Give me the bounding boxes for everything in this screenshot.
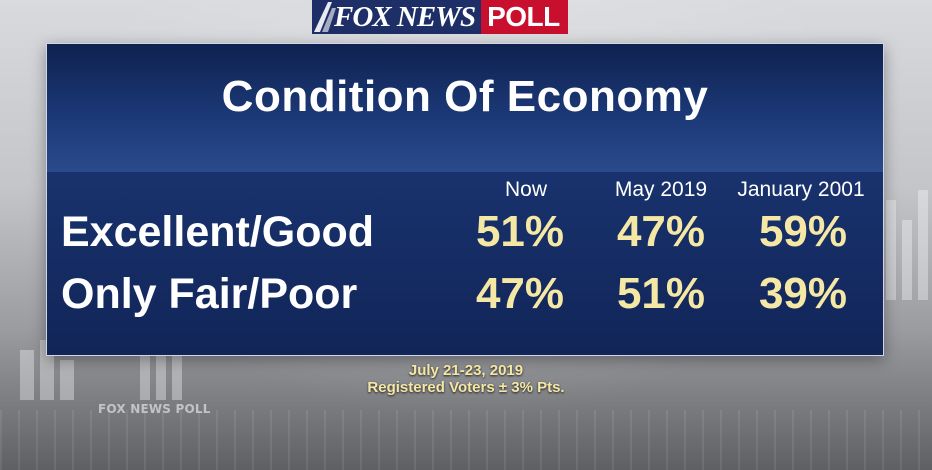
background-bars-right: [886, 190, 928, 300]
value-excellent-good-may-2019: 47%: [616, 207, 706, 256]
row-label-only-fair-poor: Only Fair/Poor: [61, 270, 358, 318]
value-only-fair-poor-now: 47%: [475, 269, 565, 318]
value-excellent-good-now: 51%: [475, 207, 565, 256]
logo-fox-news: FOX NEWS: [312, 0, 482, 34]
poll-title: Condition Of Economy: [221, 72, 709, 121]
background-stripes: [0, 410, 932, 470]
value-only-fair-poor-january-2001: 39%: [758, 269, 848, 318]
column-header-january-2001: January 2001: [737, 178, 865, 201]
searchlight-icon: [314, 2, 336, 32]
poll-sample: Registered Voters ± 3% Pts.: [367, 379, 565, 396]
row-label-excellent-good: Excellent/Good: [61, 208, 375, 256]
value-excellent-good-january-2001: 59%: [758, 207, 848, 256]
column-header-may-2019: May 2019: [614, 178, 708, 201]
fox-news-poll-logo: FOX NEWS POLL: [312, 0, 568, 34]
title-band: [47, 44, 883, 172]
logo-poll: POLL: [481, 0, 568, 34]
poll-dates: July 21-23, 2019: [408, 362, 524, 379]
poll-panel: Condition Of Economy Now May 2019 Januar…: [46, 43, 884, 356]
value-only-fair-poor-may-2019: 51%: [616, 269, 706, 318]
watermark-logo: FOX NEWS POLL: [98, 402, 211, 416]
logo-fox-text: FOX NEWS: [334, 1, 476, 33]
column-header-now: Now: [504, 178, 547, 201]
